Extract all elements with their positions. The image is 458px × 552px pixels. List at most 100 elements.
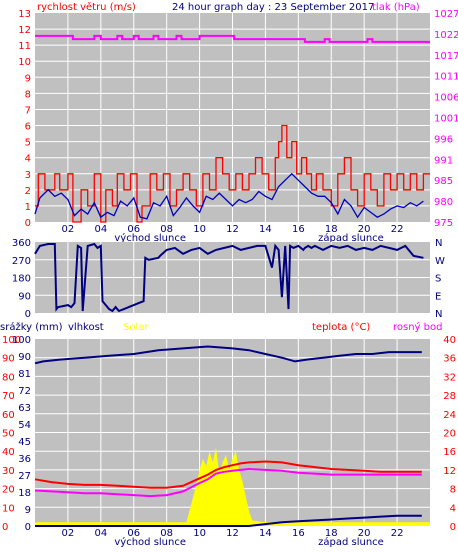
dewpoint-line [34, 467, 422, 498]
dewpoint-axis-label: rosný bod [393, 321, 442, 333]
pressure-tick-label: 1017 [434, 51, 458, 62]
pressure-tick-label: 980 [434, 197, 453, 208]
temperature-axis: 0 4 8 12 16 20 24 28 32 36 40 [443, 335, 456, 533]
sunset-label: západ slunce [318, 232, 384, 244]
solar-axis-label: Solar [123, 322, 149, 333]
humidity-tick-label: 100 [12, 335, 31, 346]
x-tick-label: 02 [62, 528, 75, 539]
temperature-axis-label: teplota (°C) [312, 322, 370, 333]
compass-label: E [435, 291, 441, 302]
temperature-tick-label: 4 [450, 503, 456, 514]
x-tick-label: 08 [160, 528, 173, 539]
wind-tick-label: 7 [25, 105, 31, 116]
x-tick-label: 14 [259, 528, 272, 539]
x-tick-label: 16 [292, 224, 305, 235]
temperature-tick-label: 12 [443, 466, 456, 477]
x-tick-label: 10 [193, 224, 206, 235]
pressure-axis: 975 980 985 991 996 1001 1006 1011 1017 1022 1027 [434, 9, 458, 229]
temperature-time-axis: 02 04 06 08 10 12 14 16 18 20 22 východ slunce západ… [62, 528, 404, 548]
humidity-tick-label: 54 [18, 420, 31, 431]
temperature-tick-label: 32 [443, 372, 456, 383]
temperature-tick-label: 24 [443, 410, 456, 421]
pressure-axis-label: tlak (hPa) [372, 2, 420, 13]
wind-direction-series [34, 242, 424, 313]
direction-tick-label: 180 [12, 274, 31, 285]
rain-tick-label: 90 [2, 354, 15, 365]
humidity-axis-label: vlhkost [68, 322, 104, 333]
direction-tick-label: 270 [12, 256, 31, 267]
wind-tick-label: 0 [25, 218, 31, 229]
rain-tick-label: 80 [2, 372, 15, 383]
rain-tick-label: 0 [2, 522, 8, 533]
rain-tick-label: 70 [2, 391, 15, 402]
compass-label: W [435, 256, 445, 267]
x-tick-label: 22 [391, 224, 404, 235]
compass-label: N [435, 238, 442, 249]
wind-tick-label: 5 [25, 138, 31, 149]
pressure-tick-label: 975 [434, 218, 453, 229]
sunrise-label: východ slunce [114, 536, 186, 548]
x-tick-label: 18 [325, 528, 338, 539]
pressure-tick-label: 1006 [434, 93, 458, 104]
pressure-tick-label: 996 [434, 134, 453, 145]
wind-pressure-series [34, 34, 430, 223]
pressure-tick-label: 1027 [434, 9, 458, 20]
humidity-rain-axis: 0918273645546372819010001020304050607080… [2, 335, 31, 533]
wind-tick-label: 3 [25, 170, 31, 181]
pressure-line [35, 34, 430, 43]
humidity-tick-label: 9 [25, 505, 31, 516]
compass-label: S [435, 274, 441, 285]
humidity-tick-label: 63 [18, 403, 31, 414]
sunset-label: západ slunce [318, 536, 384, 548]
wind-direction-axis: 0 90 180 270 360 [12, 238, 31, 320]
humidity-tick-label: 81 [18, 369, 31, 380]
pressure-tick-label: 1001 [434, 114, 458, 125]
temperature-tick-label: 16 [443, 447, 456, 458]
wind-tick-label: 10 [18, 57, 31, 68]
graph-title: 24 hour graph day : 23 September 2017 [172, 2, 374, 13]
x-tick-label: 04 [94, 224, 107, 235]
wind-tick-label: 4 [25, 154, 31, 165]
humidity-tick-label: 45 [18, 437, 31, 448]
wind-gust-line [35, 124, 430, 223]
rain-tick-label: 20 [2, 485, 15, 496]
x-tick-label: 02 [62, 224, 75, 235]
x-tick-label: 20 [358, 224, 371, 235]
x-tick-label: 22 [391, 528, 404, 539]
direction-tick-label: 90 [18, 291, 31, 302]
temperature-tick-label: 40 [443, 335, 456, 346]
humidity-tick-label: 18 [18, 488, 31, 499]
solar-area [35, 447, 430, 526]
sunrise-label: východ slunce [114, 232, 186, 244]
rain-tick-label: 40 [2, 447, 15, 458]
rain-axis-label: srážky (mm) [0, 321, 63, 333]
x-tick-label: 08 [160, 224, 173, 235]
pressure-tick-label: 991 [434, 155, 453, 166]
temperature-line [34, 460, 422, 489]
humidity-tick-label: 0 [25, 522, 31, 533]
wind-tick-label: 8 [25, 89, 31, 100]
wind-average-line [34, 172, 424, 220]
temperature-tick-label: 36 [443, 354, 456, 365]
x-tick-label: 10 [193, 528, 206, 539]
x-tick-label: 16 [292, 528, 305, 539]
temperature-tick-label: 20 [443, 429, 456, 440]
pressure-tick-label: 985 [434, 176, 453, 187]
rain-tick-label: 60 [2, 410, 15, 421]
pressure-tick-label: 1022 [434, 30, 458, 41]
rain-line [35, 514, 422, 527]
humidity-tick-label: 36 [18, 454, 31, 465]
x-tick-label: 12 [226, 528, 239, 539]
rain-tick-label: 10 [2, 503, 15, 514]
x-tick-label: 18 [325, 224, 338, 235]
wind-direction-line [34, 242, 424, 313]
x-tick-label: 20 [358, 528, 371, 539]
wind-tick-label: 6 [25, 122, 31, 133]
humidity-tick-label: 72 [18, 386, 31, 397]
wind-tick-label: 9 [25, 73, 31, 84]
direction-tick-label: 360 [12, 238, 31, 249]
temperature-tick-label: 8 [450, 485, 456, 496]
